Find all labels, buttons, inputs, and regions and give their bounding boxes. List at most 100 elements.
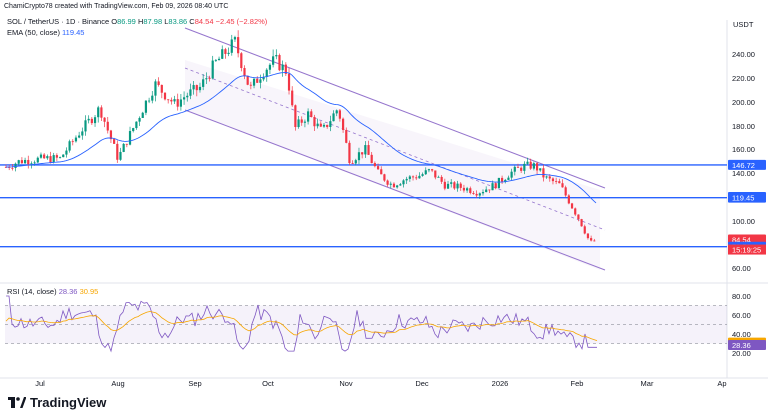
candle-body xyxy=(17,160,20,164)
candle-body xyxy=(27,159,30,165)
candle-body xyxy=(68,141,71,151)
candle-body xyxy=(55,155,58,158)
ema-legend[interactable]: EMA (50, close) 119.45 xyxy=(7,28,84,37)
candle-body xyxy=(570,203,574,209)
candle-body xyxy=(11,167,14,169)
candle-body xyxy=(583,226,586,234)
candle-body xyxy=(361,152,364,155)
candle-body xyxy=(135,121,138,129)
candle-body xyxy=(586,233,590,239)
candle-body xyxy=(14,163,17,168)
candle-body xyxy=(399,184,402,186)
price-chart[interactable]: 240.00220.00200.00180.00160.00140.00120.… xyxy=(0,0,768,388)
candle-body xyxy=(313,116,316,127)
candle-body xyxy=(472,192,475,194)
candle-body xyxy=(93,117,97,124)
rsi-value: 28.36 xyxy=(58,287,78,296)
candle-body xyxy=(500,177,504,182)
symbol-name[interactable]: SOL / TetherUS · 1D · Binance xyxy=(7,17,110,26)
candle-body xyxy=(71,141,74,143)
rsi-tick-label: 80.00 xyxy=(732,292,751,301)
candle-body xyxy=(170,99,173,102)
candle-body xyxy=(256,78,259,83)
candle-body xyxy=(160,84,163,93)
candle-body xyxy=(335,110,338,114)
candle-body xyxy=(373,163,376,167)
candle-body xyxy=(74,137,78,142)
candle-body xyxy=(106,121,109,131)
candle-body xyxy=(532,163,535,169)
candle-body xyxy=(237,37,240,54)
candle-body xyxy=(43,154,46,159)
price-tag-bg xyxy=(728,159,766,170)
open-value: 86.99 xyxy=(117,17,136,26)
candle-body xyxy=(65,150,68,155)
close-value: 84.54 xyxy=(194,17,214,26)
candle-body xyxy=(202,79,205,87)
candle-body xyxy=(36,157,39,163)
candle-body xyxy=(87,118,90,121)
candle-body xyxy=(278,55,281,71)
rsi-legend[interactable]: RSI (14, close) 28.36 30.95 xyxy=(7,287,98,296)
candle-body xyxy=(116,143,119,160)
candle-body xyxy=(497,177,500,189)
candle-body xyxy=(574,208,577,215)
candle-body xyxy=(526,161,529,164)
change-value: −2.45 (−2.82%) xyxy=(215,17,268,26)
candle-body xyxy=(154,81,157,96)
candle-body xyxy=(39,154,43,158)
candle-body xyxy=(545,176,548,178)
candle-body xyxy=(434,170,437,178)
ema-label: EMA (50, close) xyxy=(7,28,60,37)
candle-body xyxy=(567,195,570,204)
open-label: O xyxy=(111,17,118,26)
candle-body xyxy=(345,129,348,143)
channel-upper xyxy=(184,27,606,189)
tradingview-logo[interactable]: TradingView xyxy=(8,395,106,410)
candle-body xyxy=(376,166,380,170)
candle-body xyxy=(132,128,135,132)
candle-body xyxy=(424,170,427,175)
candle-body xyxy=(148,100,151,102)
symbol-legend: SOL / TetherUS · 1D · Binance O86.99 H87… xyxy=(7,17,267,26)
price-tag: 146.72 xyxy=(732,161,755,170)
candle-body xyxy=(453,182,456,189)
candle-body xyxy=(262,76,265,80)
candle-body xyxy=(272,56,275,65)
time-tick-label: Mar xyxy=(641,379,654,388)
price-tick-label: 160.00 xyxy=(732,145,755,154)
candle-body xyxy=(103,117,106,122)
candle-body xyxy=(138,117,141,122)
candle-body xyxy=(450,182,453,184)
candle-body xyxy=(402,180,405,185)
candle-body xyxy=(90,118,93,124)
candle-body xyxy=(354,160,357,164)
candle-body xyxy=(46,156,49,159)
low-value: 83.86 xyxy=(168,17,188,26)
candle-body xyxy=(109,130,113,140)
candle-body xyxy=(249,84,252,86)
rsi-line xyxy=(6,295,597,353)
currency-label: USDT xyxy=(733,20,754,29)
candle-body xyxy=(357,152,361,161)
candle-body xyxy=(23,159,27,164)
candle-body xyxy=(287,73,291,91)
candle-body xyxy=(141,112,144,118)
candle-body xyxy=(443,181,446,189)
candle-body xyxy=(97,107,100,118)
candle-body xyxy=(128,131,132,145)
rsi-ma-value: 30.95 xyxy=(79,287,99,296)
candle-body xyxy=(561,183,564,188)
high-label: H xyxy=(137,17,144,26)
candle-body xyxy=(259,79,262,83)
time-tick-label: 2026 xyxy=(492,379,509,388)
rsi-tick-label: 40.00 xyxy=(732,330,751,339)
candle-body xyxy=(351,163,354,164)
candle-body xyxy=(440,176,443,182)
candle-body xyxy=(326,124,329,127)
candle-body xyxy=(539,168,542,171)
candle-body xyxy=(310,111,313,117)
candle-body xyxy=(462,187,466,191)
candle-body xyxy=(307,111,310,122)
candle-body xyxy=(555,181,558,182)
